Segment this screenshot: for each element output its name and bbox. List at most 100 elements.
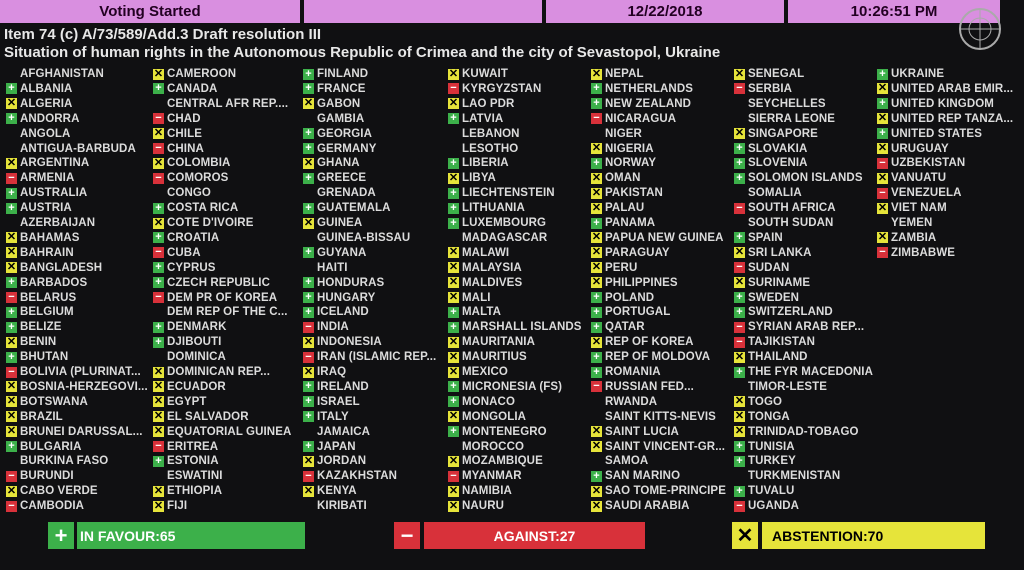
vote-icon: ✕ xyxy=(448,291,459,303)
country-name: THAILAND xyxy=(748,351,808,364)
country-row: − BURUNDI xyxy=(6,469,74,483)
country-row: ✕ OMAN xyxy=(591,171,641,185)
country-row: ✕ VANUATU xyxy=(877,171,946,185)
country-name: EGYPT xyxy=(167,395,207,408)
vote-icon-empty xyxy=(303,426,314,437)
country-row: + LIBERIA xyxy=(448,156,509,170)
vote-icon: + xyxy=(153,336,164,348)
country-name: FRANCE xyxy=(317,82,366,95)
country-name: PALAU xyxy=(605,202,645,215)
country-name: ALGERIA xyxy=(20,97,73,110)
favour-label: IN FAVOUR:65 xyxy=(80,527,176,544)
country-row: LEBANON xyxy=(448,127,520,141)
country-name: BOLIVIA (PLURINAT... xyxy=(20,366,141,378)
country-name: MICRONESIA (FS) xyxy=(462,380,563,393)
country-name: BURKINA FASO xyxy=(20,455,109,468)
country-row: ✕ INDONESIA xyxy=(303,335,382,349)
vote-icon: + xyxy=(303,292,314,303)
vote-icon-empty xyxy=(303,113,314,124)
vote-icon-empty xyxy=(303,188,314,199)
country-name: ESWATINI xyxy=(167,470,223,483)
country-name: ANTIGUA-BARBUDA xyxy=(20,142,136,155)
vote-icon: ✕ xyxy=(591,201,602,214)
country-name: CABO VERDE xyxy=(20,485,98,498)
country-name: SERBIA xyxy=(748,82,793,95)
country-name: RWANDA xyxy=(605,395,658,408)
vote-icon: ✕ xyxy=(448,410,459,423)
vote-icon: ✕ xyxy=(734,67,745,80)
country-row: + ICELAND xyxy=(303,305,369,319)
country-name: NETHERLANDS xyxy=(605,82,693,95)
country-name: MAURITANIA xyxy=(462,336,535,349)
vote-icon: ✕ xyxy=(448,171,459,184)
country-row: ✕ PAKISTAN xyxy=(591,186,663,200)
vote-icon: − xyxy=(448,470,459,482)
vote-icon-empty xyxy=(734,471,745,482)
vote-icon: ✕ xyxy=(303,156,314,169)
country-name: CYPRUS xyxy=(167,261,216,274)
vote-icon: ✕ xyxy=(6,156,17,169)
vote-icon: − xyxy=(153,441,164,452)
country-row: + QATAR xyxy=(591,320,645,334)
date-bar: 12/22/2018 xyxy=(546,0,784,23)
country-row: + PORTUGAL xyxy=(591,305,670,319)
country-name: NAMIBIA xyxy=(462,485,512,498)
country-row: ✕ LIBYA xyxy=(448,171,496,185)
country-name: YEMEN xyxy=(891,217,933,229)
country-name: COSTA RICA xyxy=(167,202,239,215)
country-name: SLOVAKIA xyxy=(748,142,808,155)
country-name: DOMINICA xyxy=(167,351,226,364)
country-row: − TAJIKISTAN xyxy=(734,335,815,349)
country-name: GRENADA xyxy=(317,187,376,200)
country-row: + SWEDEN xyxy=(734,291,799,305)
vote-icon: + xyxy=(153,232,164,244)
country-row: ✕ ALGERIA xyxy=(6,97,72,111)
country-name: QATAR xyxy=(605,321,645,334)
country-name: AUSTRIA xyxy=(20,202,72,215)
vote-icon-empty xyxy=(6,128,17,139)
vote-icon: + xyxy=(591,83,602,95)
vote-icon: − xyxy=(877,247,888,259)
country-row: AZERBAIJAN xyxy=(6,216,95,230)
country-row: ✕ MALAYSIA xyxy=(448,261,522,275)
country-row: − CHAD xyxy=(153,112,201,126)
country-name: AUSTRALIA xyxy=(20,187,88,200)
country-name: NEPAL xyxy=(605,68,644,80)
country-name: CZECH REPUBLIC xyxy=(167,276,270,289)
country-name: COLOMBIA xyxy=(167,157,231,170)
country-row: ✕ LAO PDR xyxy=(448,97,514,111)
country-name: AFGHANISTAN xyxy=(20,68,104,80)
country-row: ✕ EL SALVADOR xyxy=(153,410,249,424)
country-row: BURKINA FASO xyxy=(6,454,108,468)
country-row: ✕ NAURU xyxy=(448,499,504,513)
vote-icon: + xyxy=(734,441,745,452)
country-row: ✕ BAHRAIN xyxy=(6,246,74,260)
vote-icon: ✕ xyxy=(448,499,459,512)
country-name: TIMOR-LESTE xyxy=(748,380,828,393)
vote-icon: + xyxy=(877,98,888,110)
country-name: VENEZUELA xyxy=(891,187,962,200)
country-row: + LATVIA xyxy=(448,112,503,126)
country-name: ERITREA xyxy=(167,440,219,453)
country-row: + IRELAND xyxy=(303,380,369,394)
vote-icon-empty xyxy=(591,456,602,467)
country-name: BENIN xyxy=(20,336,57,349)
country-row: LESOTHO xyxy=(448,142,518,156)
country-name: ECUADOR xyxy=(167,380,226,393)
vote-icon: + xyxy=(6,83,17,95)
country-row: ✕ CABO VERDE xyxy=(6,484,98,498)
country-row: + CZECH REPUBLIC xyxy=(153,276,270,290)
country-name: BELIZE xyxy=(20,321,62,334)
country-name: ARGENTINA xyxy=(20,157,90,170)
country-name: POLAND xyxy=(605,291,655,304)
vote-icon: − xyxy=(734,500,745,512)
vote-icon: − xyxy=(734,321,745,333)
vote-icon: + xyxy=(6,306,17,318)
vote-icon-empty xyxy=(591,128,602,139)
country-name: TUNISIA xyxy=(748,440,795,453)
vote-icon: ✕ xyxy=(303,335,314,348)
country-name: KUWAIT xyxy=(462,68,508,80)
country-row: − IRAN (ISLAMIC REP... xyxy=(303,350,436,364)
country-name: SWITZERLAND xyxy=(748,306,833,319)
